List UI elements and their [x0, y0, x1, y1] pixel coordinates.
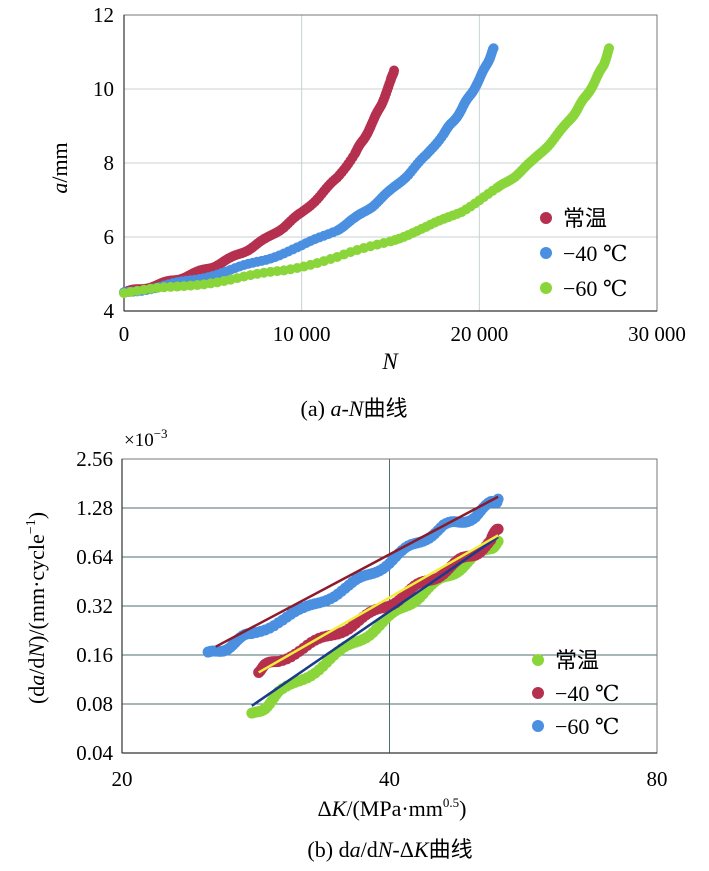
- panel-a-y-tick-label: 4: [104, 299, 115, 323]
- panel-a-point: [389, 65, 400, 76]
- panel-b-legend: 常温 −40 ℃ −60 ℃: [532, 648, 620, 739]
- panel-a-series: [119, 43, 499, 298]
- panel-a-x-tick-label: 10 000: [273, 322, 331, 346]
- panel-a-data-points: [119, 43, 615, 299]
- panel-a-y-label: a/mm: [47, 142, 72, 193]
- panel-b-multiplier: ×10−3: [124, 426, 168, 451]
- panel-a-x-tick-label: 30 000: [628, 322, 686, 346]
- panel-b-point: [492, 493, 504, 505]
- panel-b-fit-lines: [215, 495, 499, 707]
- panel-a-legend-marker: [540, 212, 552, 224]
- panel-b-y-tick-label: 0.32: [76, 594, 113, 618]
- panel-b-x-label: ΔK/(MPa·mm0.5): [318, 795, 467, 821]
- panel-b-legend-marker: [532, 687, 544, 699]
- panel-b-fit-line: [258, 534, 499, 674]
- panel-b-y-tick-label: 2.56: [76, 447, 113, 471]
- panel-a-point: [488, 43, 499, 54]
- panel-a-caption: (a) a-N曲线: [301, 396, 408, 421]
- panel-a-x-tick-label: 20 000: [450, 322, 508, 346]
- panel-b-fit-line: [215, 495, 499, 648]
- panel-b-legend-marker: [532, 654, 544, 666]
- panel-b-chart: 20 40 80 0.04 0.08 0.16 0.32 0.64 1.28 2.56 ×10−3…: [24, 426, 668, 862]
- panel-b-y-label: (da/dN)/(mm·cycle−1): [24, 512, 49, 704]
- panel-b-y-tick-label: 0.64: [76, 545, 113, 569]
- panel-b-fit-line: [251, 535, 499, 707]
- panel-a-legend-label: −60 ℃: [563, 276, 628, 301]
- panel-b-y-tick-label: 1.28: [76, 496, 113, 520]
- panel-a-point: [604, 43, 615, 54]
- panel-b-x-tick-label: 40: [379, 767, 400, 791]
- panel-a-y-tick-label: 12: [93, 3, 114, 27]
- panel-b-y-tick-label: 0.04: [76, 741, 113, 765]
- panel-b-x-tick-label: 80: [647, 767, 668, 791]
- panel-b-legend-label: −60 ℃: [555, 714, 620, 739]
- panel-a-y-tick-label: 10: [93, 77, 114, 101]
- panel-b-x-tick-label: 20: [112, 767, 133, 791]
- panel-a-y-tick-label: 8: [104, 151, 115, 175]
- panel-a-legend: 常温 −40 ℃ −60 ℃: [540, 206, 628, 301]
- panel-b-legend-marker: [532, 720, 544, 732]
- panel-b-tick-labels: 20 40 80 0.04 0.08 0.16 0.32 0.64 1.28 2.56: [76, 447, 667, 791]
- panel-a-tick-labels: 0 10 000 20 000 30 000 4 6 8 10 12: [93, 3, 686, 346]
- panel-a-legend-marker: [540, 247, 552, 259]
- panel-a-legend-marker: [540, 282, 552, 294]
- panel-a-series: [119, 43, 615, 299]
- panel-b-series: [202, 493, 504, 658]
- panel-b-y-tick-label: 0.08: [76, 692, 113, 716]
- panel-a-x-tick-label: 0: [119, 322, 130, 346]
- panel-b-point: [492, 523, 504, 535]
- panel-a-legend-label: 常温: [563, 206, 607, 231]
- panel-a-legend-label: −40 ℃: [563, 241, 628, 266]
- panel-b-y-tick-label: 0.16: [76, 643, 113, 667]
- panel-a-x-label: N: [381, 349, 399, 374]
- panel-b-legend-label: −40 ℃: [555, 681, 620, 706]
- panel-b-caption: (b) da/dN-ΔK曲线: [307, 837, 472, 862]
- panel-a-y-tick-label: 6: [104, 225, 115, 249]
- panel-b-legend-label: 常温: [555, 648, 599, 673]
- panel-a-chart: 0 10 000 20 000 30 000 4 6 8 10 12 a/mm N 常温 −40 …: [47, 3, 686, 421]
